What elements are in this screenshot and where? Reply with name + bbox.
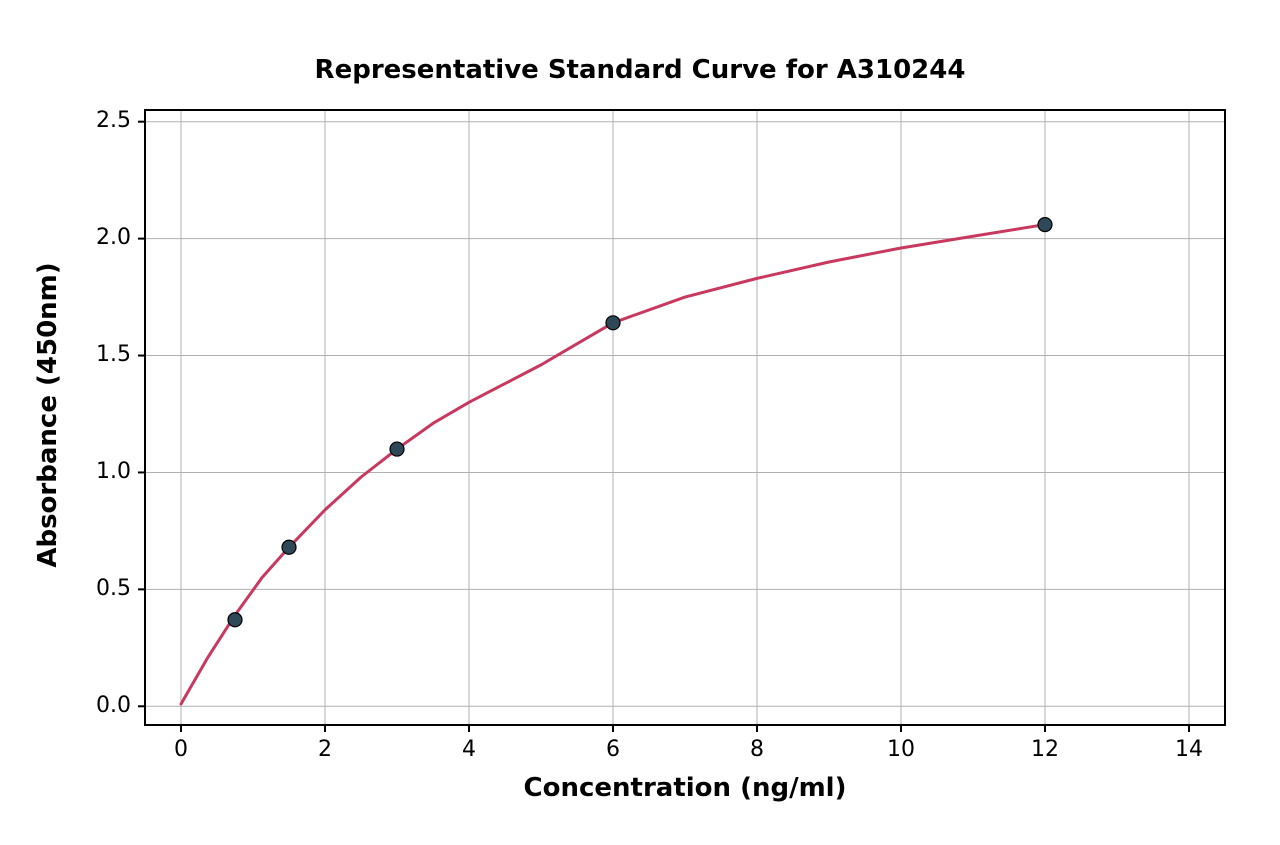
y-tick-label: 1.5	[96, 342, 131, 367]
chart-svg	[0, 0, 1280, 845]
y-tick-label: 1.0	[96, 459, 131, 484]
chart-container: Representative Standard Curve for A31024…	[0, 0, 1280, 845]
x-tick-label: 0	[151, 737, 211, 762]
x-tick-label: 6	[583, 737, 643, 762]
x-tick-label: 4	[439, 737, 499, 762]
y-tick-label: 0.5	[96, 576, 131, 601]
chart-title: Representative Standard Curve for A31024…	[0, 55, 1280, 85]
x-axis-label: Concentration (ng/ml)	[145, 773, 1225, 803]
x-tick-label: 10	[871, 737, 931, 762]
y-tick-label: 0.0	[96, 693, 131, 718]
y-axis-label: Absorbance (450nm)	[33, 215, 63, 615]
x-tick-label: 14	[1159, 737, 1219, 762]
x-tick-label: 2	[295, 737, 355, 762]
x-tick-label: 12	[1015, 737, 1075, 762]
y-tick-label: 2.5	[96, 108, 131, 133]
x-tick-label: 8	[727, 737, 787, 762]
y-tick-label: 2.0	[96, 225, 131, 250]
